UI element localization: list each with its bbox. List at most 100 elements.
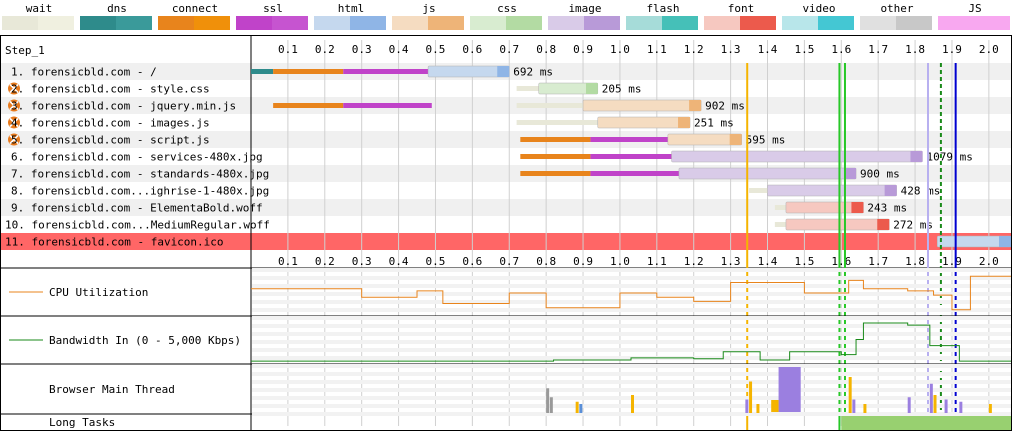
phase-connect bbox=[273, 69, 344, 74]
request-timing: 428 ms bbox=[901, 185, 941, 198]
axis-tick-label: 1.4 bbox=[758, 255, 778, 268]
request-label: 10. forensicbld.com...MediumRegular.woff bbox=[5, 219, 270, 232]
main-thread-activity bbox=[933, 395, 937, 413]
axis-tick-label: 1.6 bbox=[831, 43, 851, 56]
request-label: 2. forensicbld.com - style.css bbox=[11, 83, 210, 96]
main-thread-activity bbox=[863, 404, 867, 413]
download-bar-active bbox=[585, 83, 598, 94]
axis-tick-label: 1.1 bbox=[647, 43, 667, 56]
main-thread-activity bbox=[745, 399, 749, 413]
legend-label: ssl bbox=[263, 2, 283, 15]
stripe bbox=[252, 340, 1011, 344]
main-thread-activity bbox=[929, 383, 933, 413]
stripe bbox=[252, 268, 1011, 272]
stripe bbox=[252, 388, 1011, 392]
legend-swatch bbox=[2, 16, 74, 30]
phase-ssl bbox=[343, 103, 432, 108]
legend-swatch bbox=[80, 16, 152, 30]
axis-tick-label: 0.1 bbox=[278, 43, 298, 56]
axis-tick-label: 1.5 bbox=[794, 43, 814, 56]
row-bg bbox=[1, 80, 1011, 97]
download-bar-active bbox=[689, 100, 702, 111]
main-thread-activity bbox=[579, 404, 583, 413]
axis-tick-label: 1.3 bbox=[721, 43, 741, 56]
row-bg bbox=[1, 114, 1011, 131]
download-bar-active bbox=[884, 185, 897, 196]
axis-tick-label: 1.2 bbox=[684, 255, 704, 268]
long-task-bar bbox=[841, 416, 1011, 430]
legend-item-flash: flash bbox=[624, 0, 702, 32]
download-bar-active bbox=[877, 219, 890, 230]
main-thread-activity bbox=[907, 397, 911, 413]
request-timing: 1079 ms bbox=[926, 151, 972, 164]
warning-icon-cross bbox=[9, 134, 19, 145]
download-bar-active bbox=[678, 117, 691, 128]
warning-icon-cross bbox=[9, 100, 19, 111]
legend-item-js-execution: JS Execution bbox=[936, 0, 1012, 32]
axis-tick-label: 1.8 bbox=[905, 43, 925, 56]
row-bg bbox=[1, 233, 1011, 250]
legend-label: css bbox=[497, 2, 517, 15]
legend-label: wait bbox=[25, 2, 53, 15]
legend-item-dns: dns bbox=[78, 0, 156, 32]
request-timing: 251 ms bbox=[694, 117, 734, 130]
download-bar bbox=[767, 184, 897, 197]
phase-wait bbox=[516, 103, 584, 108]
main-thread-activity bbox=[848, 377, 852, 413]
phase-wait bbox=[749, 188, 768, 193]
legend-swatch bbox=[236, 16, 308, 30]
row-bg bbox=[1, 182, 1011, 199]
axis-tick-label: 1.4 bbox=[758, 43, 778, 56]
main-thread-activity bbox=[549, 397, 553, 413]
legend-swatch bbox=[782, 16, 854, 30]
axis-tick-label: 0.6 bbox=[462, 43, 482, 56]
legend-label: video bbox=[802, 2, 836, 15]
download-bar-active bbox=[999, 236, 1011, 247]
request-timing: 900 ms bbox=[860, 168, 900, 181]
legend-label: dns bbox=[107, 2, 127, 15]
legend-swatch bbox=[938, 16, 1010, 30]
legend-item-image: image bbox=[546, 0, 624, 32]
legend-swatch bbox=[314, 16, 386, 30]
axis-tick-label: 1.8 bbox=[905, 255, 925, 268]
axis-tick-label: 1.9 bbox=[942, 43, 962, 56]
axis-tick-label: 2.0 bbox=[979, 255, 999, 268]
phase-ssl bbox=[590, 171, 679, 176]
stripe bbox=[252, 276, 1011, 280]
legend-item-html: html bbox=[312, 0, 390, 32]
download-bar bbox=[427, 65, 510, 78]
main-thread-activity bbox=[749, 381, 753, 413]
row-bg bbox=[1, 131, 1011, 148]
bandwidth-series bbox=[251, 322, 1011, 362]
stripe bbox=[252, 300, 1011, 304]
stripe bbox=[252, 308, 1011, 312]
main-thread-activity bbox=[631, 395, 634, 413]
axis-tick-label: 1.0 bbox=[610, 43, 630, 56]
phase-wait bbox=[774, 205, 786, 210]
request-label: 7. forensicbld.com - standards-480x.jpg bbox=[11, 168, 269, 181]
legend-label: image bbox=[568, 2, 602, 15]
legend-label: other bbox=[880, 2, 914, 15]
main-thread-activity bbox=[988, 404, 992, 413]
stripe bbox=[252, 348, 1011, 352]
legend-item-css: css bbox=[468, 0, 546, 32]
legend-swatch bbox=[392, 16, 464, 30]
download-bar bbox=[785, 218, 890, 231]
axis-tick-label: 0.3 bbox=[352, 43, 372, 56]
phase-connect bbox=[520, 171, 591, 176]
axis-tick-label: 0.5 bbox=[426, 43, 446, 56]
stripe bbox=[252, 412, 1011, 416]
axis-tick-label: 1.1 bbox=[647, 255, 667, 268]
axis-tick-label: 1.5 bbox=[794, 255, 814, 268]
axis-tick-label: 0.9 bbox=[573, 43, 593, 56]
axis-tick-label: 0.7 bbox=[499, 43, 519, 56]
phase-ssl bbox=[343, 69, 429, 74]
cpu-series bbox=[251, 275, 1011, 311]
stripe bbox=[252, 324, 1011, 328]
axis-tick-label: 0.2 bbox=[315, 43, 335, 56]
axis-tick-label: 0.8 bbox=[536, 255, 556, 268]
axis-tick-label: 1.6 bbox=[831, 255, 851, 268]
request-timing: 595 ms bbox=[746, 134, 786, 147]
legend-swatch bbox=[860, 16, 932, 30]
axis-tick-label: 0.5 bbox=[426, 255, 446, 268]
